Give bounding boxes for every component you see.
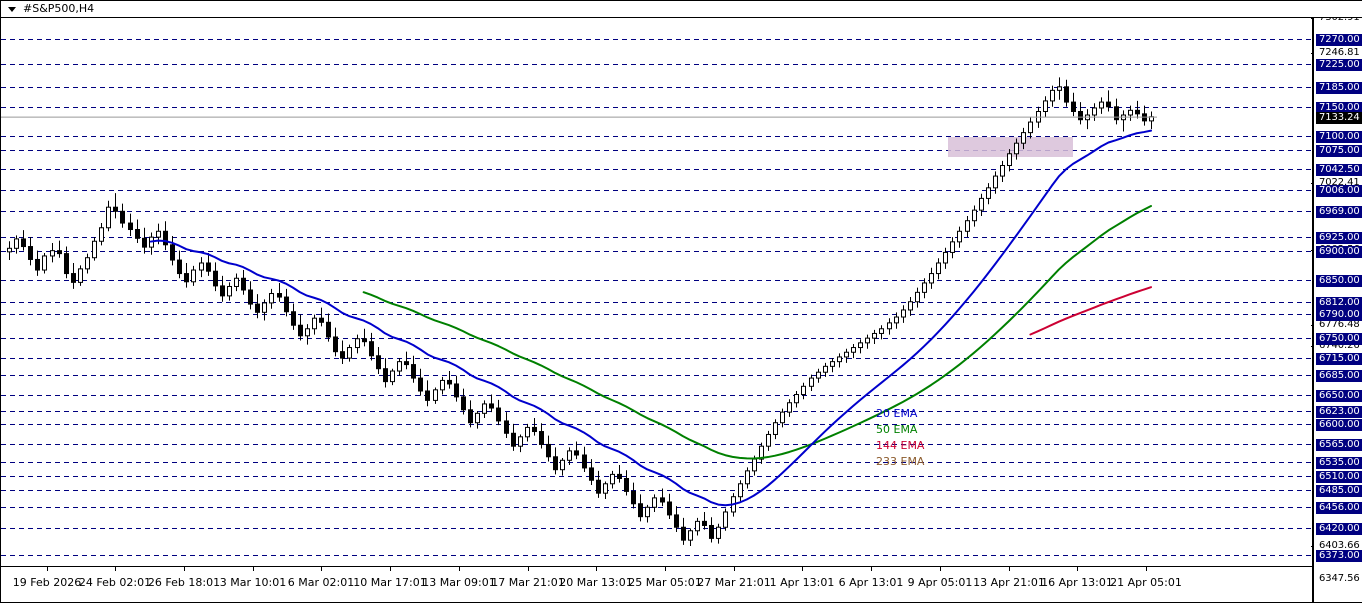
price-level-label[interactable]: 6485.00 <box>1316 485 1362 497</box>
time-axis-label: 20 Mar 13:01 <box>559 576 633 589</box>
time-axis-label: 1 Apr 13:01 <box>769 576 835 589</box>
price-level-label[interactable]: 6600.00 <box>1316 419 1362 431</box>
price-scale-label: 6740.26 <box>1319 340 1360 351</box>
price-level-label[interactable]: 6750.00 <box>1316 333 1362 345</box>
price-level-label[interactable]: 6850.00 <box>1316 275 1362 287</box>
price-scale-label: 7246.81 <box>1319 47 1360 58</box>
price-level-label[interactable]: 6650.00 <box>1316 390 1362 402</box>
time-axis-tick <box>184 567 185 571</box>
price-axis-tick <box>1311 325 1314 326</box>
price-scale-label: 7022.41 <box>1319 177 1360 188</box>
time-axis-tick <box>253 567 254 571</box>
time-axis[interactable]: 19 Feb 2026 24 Feb 02:01 26 Feb 18:01 3 Mar… <box>1 566 1312 602</box>
ema-legend-item-20: 20 EMA <box>876 407 918 420</box>
price-level-label[interactable]: 6623.00 <box>1316 406 1362 418</box>
price-level-label[interactable]: 6969.00 <box>1316 206 1362 218</box>
price-level-label[interactable]: 7270.00 <box>1316 34 1362 46</box>
time-axis-label: 6 Apr 13:01 <box>838 576 904 589</box>
price-level-label[interactable]: 7042.50 <box>1316 164 1362 176</box>
window-border-top <box>0 0 1362 1</box>
time-axis-tick <box>1009 567 1010 571</box>
price-level-label[interactable]: 6812.00 <box>1316 297 1362 309</box>
time-axis-label: 6 Mar 02:01 <box>287 576 355 589</box>
time-axis-label: 27 Mar 21:01 <box>697 576 771 589</box>
time-axis-tick <box>1077 567 1078 571</box>
price-level-label[interactable]: 6420.00 <box>1316 523 1362 535</box>
price-level-label[interactable]: 7185.00 <box>1316 82 1362 94</box>
ema-144-line <box>1029 286 1152 336</box>
time-axis-label: 17 Mar 21:01 <box>491 576 565 589</box>
ema-50-line <box>362 205 1152 460</box>
price-level-label[interactable]: 7075.00 <box>1316 145 1362 157</box>
time-axis-tick <box>871 567 872 571</box>
price-level-label[interactable]: 6510.00 <box>1316 471 1362 483</box>
price-axis-tick <box>1311 183 1314 184</box>
price-level-label[interactable]: 6925.00 <box>1316 232 1362 244</box>
time-axis-label: 19 Feb 2026 <box>12 576 82 589</box>
ema-legend-item-144: 144 EMA <box>876 439 925 452</box>
supply-zone-rectangle <box>948 137 1073 157</box>
time-axis-tick <box>390 567 391 571</box>
price-axis-tick <box>1311 53 1314 54</box>
time-axis-tick <box>528 567 529 571</box>
price-level-label[interactable]: 6900.00 <box>1316 246 1362 258</box>
price-axis-tick <box>1311 546 1314 547</box>
price-level-label[interactable]: 6715.00 <box>1316 353 1362 365</box>
time-axis-label: 10 Mar 17:01 <box>353 576 427 589</box>
time-axis-label: 25 Mar 05:01 <box>628 576 702 589</box>
grid-lines <box>1 39 1312 556</box>
time-axis-tick <box>596 567 597 571</box>
last-price-label: 7133.24 <box>1316 111 1362 124</box>
chart-title-bar: #S&P500,H4 <box>1 1 1362 18</box>
time-axis-label: 3 Mar 10:01 <box>219 576 287 589</box>
price-level-label[interactable]: 6565.00 <box>1316 439 1362 451</box>
chevron-down-icon[interactable] <box>4 1 20 17</box>
price-scale-label: 6776.48 <box>1319 319 1360 330</box>
ema-legend-item-233: 233 EMA <box>876 455 925 468</box>
time-axis-label: 13 Mar 09:01 <box>422 576 496 589</box>
ema-legend-item-50: 50 EMA <box>876 423 918 436</box>
ema-20-line <box>149 129 1152 507</box>
window-border-left <box>0 0 1 603</box>
time-axis-tick <box>940 567 941 571</box>
time-axis-tick <box>321 567 322 571</box>
price-level-label[interactable]: 7006.00 <box>1316 185 1362 197</box>
price-level-label[interactable]: 7100.00 <box>1316 131 1362 143</box>
time-axis-tick <box>459 567 460 571</box>
chart-canvas <box>1 39 1312 556</box>
time-axis-label: 9 Apr 05:01 <box>907 576 973 589</box>
price-scale-label: 6347.56 <box>1319 573 1360 584</box>
time-axis-tick <box>734 567 735 571</box>
time-axis-tick <box>1146 567 1147 571</box>
price-axis-tick <box>1311 346 1314 347</box>
time-axis-label: 13 Apr 21:01 <box>973 576 1045 589</box>
time-axis-tick <box>802 567 803 571</box>
price-axis-tick <box>1311 250 1314 251</box>
time-axis-label: 26 Feb 18:01 <box>147 576 221 589</box>
price-scale-label: 6403.66 <box>1319 540 1360 551</box>
price-axis-tick <box>1311 579 1314 580</box>
time-axis-tick <box>665 567 666 571</box>
candlestick-series <box>7 77 1154 547</box>
price-level-label[interactable]: 7150.00 <box>1316 102 1362 114</box>
price-level-label[interactable]: 6456.00 <box>1316 502 1362 514</box>
price-axis-tick <box>1311 18 1314 19</box>
price-level-label[interactable]: 6685.00 <box>1316 370 1362 382</box>
price-level-label[interactable]: 6535.00 <box>1316 457 1362 469</box>
price-level-label[interactable]: 6790.00 <box>1316 309 1362 321</box>
price-level-label[interactable]: 7225.00 <box>1316 59 1362 71</box>
symbol-timeframe-label: #S&P500,H4 <box>23 2 95 15</box>
price-level-label[interactable]: 6373.00 <box>1316 550 1362 562</box>
time-axis-tick <box>115 567 116 571</box>
price-axis[interactable]: 7302.917246.817022.416902.566776.486740.… <box>1311 1 1362 602</box>
time-axis-tick <box>47 567 48 571</box>
ema-legend: 20 EMA 50 EMA 144 EMA 233 EMA <box>876 406 924 470</box>
time-axis-label: 21 Apr 05:01 <box>1110 576 1182 589</box>
chart-plot-area[interactable] <box>1 18 1312 566</box>
time-axis-label: 16 Apr 13:01 <box>1041 576 1113 589</box>
time-axis-label: 24 Feb 02:01 <box>78 576 152 589</box>
